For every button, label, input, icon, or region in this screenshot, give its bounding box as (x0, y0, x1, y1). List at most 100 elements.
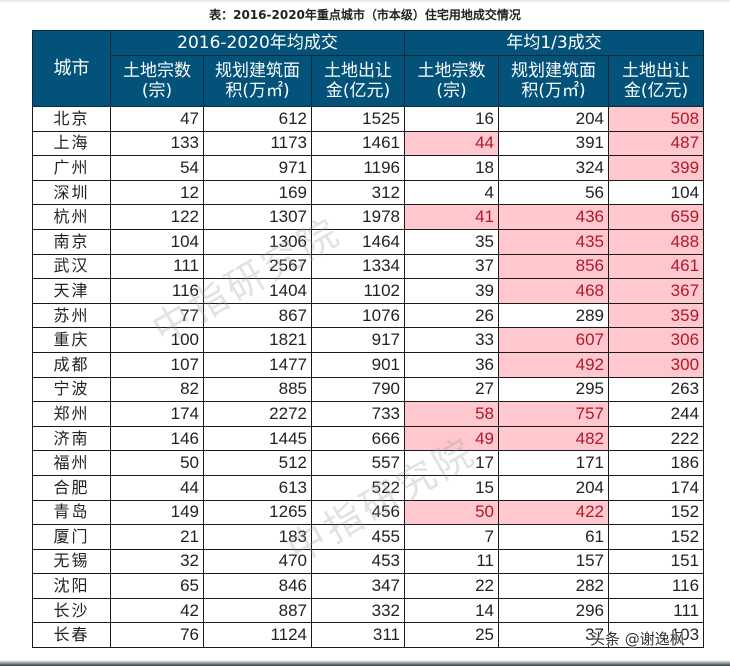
value-cell: 1334 (311, 253, 405, 280)
value-cell: 116 (607, 573, 705, 599)
value-cell: 183 (203, 524, 312, 550)
value-cell: 36 (404, 351, 499, 378)
city-cell: 青岛 (32, 499, 111, 526)
value-cell: 32 (110, 548, 204, 575)
value-cell: 56 (498, 179, 609, 206)
value-cell: 470 (203, 548, 312, 575)
city-cell: 杭州 (32, 204, 111, 230)
table-row: 厦门 21 183 455 7 61 152 (32, 524, 705, 550)
column-header-city: 城市 (32, 30, 111, 107)
column-header-line1: 土地出让 (324, 61, 392, 81)
value-cell: 289 (498, 302, 609, 329)
highlighted-value-cell: 422 (498, 499, 609, 526)
value-cell: 174 (607, 474, 705, 501)
value-cell: 901 (311, 351, 405, 378)
value-cell: 1306 (203, 228, 312, 255)
value-cell: 522 (311, 474, 405, 501)
value-cell: 1525 (311, 106, 405, 132)
table-row: 福州 50 512 557 17 171 186 (32, 450, 705, 476)
value-cell: 846 (203, 573, 312, 599)
city-cell: 长沙 (32, 597, 111, 624)
highlighted-value-cell: 367 (607, 278, 705, 304)
value-cell: 666 (311, 425, 405, 452)
table-row: 杭州 122 1307 1978 41 436 659 (32, 204, 705, 230)
bottom-divider (0, 660, 730, 666)
value-cell: 453 (311, 548, 405, 575)
value-cell: 347 (311, 573, 405, 599)
column-header-line2: 金(亿元) (325, 81, 391, 101)
value-cell: 244 (607, 401, 705, 427)
value-cell: 149 (110, 499, 204, 526)
table-row: 长春 76 1124 311 25 37 103 (32, 622, 705, 649)
value-cell: 174 (110, 401, 204, 427)
value-cell: 222 (607, 425, 705, 452)
value-cell: 100 (110, 327, 204, 353)
city-cell: 长春 (32, 622, 111, 649)
value-cell: 146 (110, 425, 204, 452)
column-header-line2: (宗) (436, 81, 467, 101)
table-caption: 表：2016-2020年重点城市（市本级）住宅用地成交情况 (209, 8, 521, 22)
value-cell: 12 (110, 179, 204, 206)
value-cell: 122 (110, 204, 204, 230)
table-row: 天津 116 1404 1102 39 468 367 (32, 278, 705, 304)
column-header-line2: 金(亿元) (623, 81, 689, 101)
table-row: 深圳 12 169 312 4 56 104 (32, 179, 705, 206)
highlighted-value-cell: 41 (404, 204, 499, 230)
highlighted-value-cell: 659 (607, 204, 705, 230)
value-cell: 295 (498, 376, 609, 403)
highlighted-value-cell: 435 (498, 228, 609, 255)
value-cell: 111 (110, 253, 204, 280)
value-cell: 204 (498, 106, 609, 132)
city-cell: 苏州 (32, 302, 111, 329)
value-cell: 1821 (203, 327, 312, 353)
table-row: 苏州 77 867 1076 26 289 359 (32, 302, 705, 329)
value-cell: 18 (404, 155, 499, 181)
group-header-one-third: 年均1/3成交 (403, 30, 705, 56)
column-header: 土地出让 金(亿元) (607, 55, 705, 107)
city-cell: 无锡 (32, 548, 111, 575)
value-cell: 612 (203, 106, 312, 132)
value-cell: 733 (311, 401, 405, 427)
highlighted-value-cell: 482 (498, 425, 609, 452)
value-cell: 104 (110, 228, 204, 255)
value-cell: 1445 (203, 425, 312, 452)
table-row: 无锡 32 470 453 11 157 151 (32, 548, 705, 575)
value-cell: 456 (311, 499, 405, 526)
city-cell: 济南 (32, 425, 111, 452)
value-cell: 47 (110, 106, 204, 132)
table-row: 长沙 42 887 332 14 296 111 (32, 597, 705, 624)
city-cell: 重庆 (32, 327, 111, 353)
city-cell: 郑州 (32, 401, 111, 427)
value-cell: 186 (607, 450, 705, 476)
value-cell: 44 (110, 474, 204, 501)
source-credit: 头条 @谢逸枫 (590, 630, 685, 648)
table-row: 成都 107 1477 901 36 492 300 (32, 351, 705, 378)
value-cell: 103 (607, 622, 705, 649)
table-row: 青岛 149 1265 456 50 422 152 (32, 499, 705, 526)
value-cell: 282 (498, 573, 609, 599)
city-cell: 天津 (32, 278, 111, 304)
column-header: 土地宗数 (宗) (404, 55, 499, 107)
highlighted-value-cell: 399 (607, 155, 705, 181)
city-cell: 南京 (32, 228, 111, 255)
value-cell: 77 (110, 302, 204, 329)
value-cell: 50 (110, 450, 204, 476)
value-cell: 512 (203, 450, 312, 476)
value-cell: 204 (498, 474, 609, 501)
value-cell: 391 (498, 130, 609, 157)
city-cell: 深圳 (32, 179, 111, 206)
value-cell: 1477 (203, 351, 312, 378)
value-cell: 35 (404, 228, 499, 255)
value-cell: 1076 (311, 302, 405, 329)
table-row: 沈阳 65 846 347 22 282 116 (32, 573, 705, 599)
column-header: 土地宗数 (宗) (110, 55, 204, 107)
highlighted-value-cell: 508 (607, 106, 705, 132)
city-cell: 武汉 (32, 253, 111, 280)
value-cell: 1102 (311, 278, 405, 304)
value-cell: 15 (404, 474, 499, 501)
value-cell: 1404 (203, 278, 312, 304)
value-cell: 1978 (311, 204, 405, 230)
value-cell: 21 (110, 524, 204, 550)
highlighted-value-cell: 488 (607, 228, 705, 255)
highlighted-value-cell: 44 (404, 130, 499, 157)
